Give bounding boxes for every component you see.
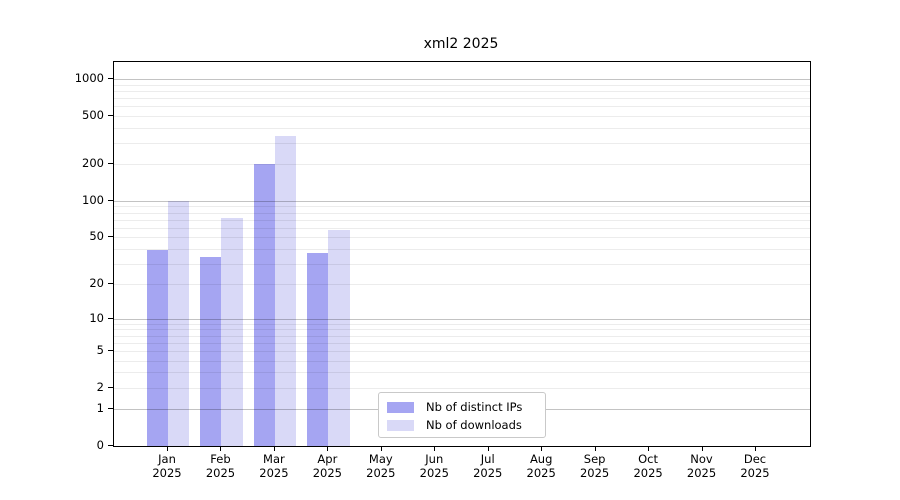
y-axis-tick-mark <box>108 236 113 238</box>
x-axis-tick-mark <box>380 447 382 451</box>
minor-gridline <box>114 106 810 108</box>
bar-downloads-feb <box>221 218 243 446</box>
minor-gridline <box>114 248 810 250</box>
x-axis-tick-mark <box>167 447 168 451</box>
legend-item-distinct-ips: Nb of distinct IPs <box>387 398 545 416</box>
minor-gridline <box>114 387 810 389</box>
minor-gridline <box>114 164 810 166</box>
minor-gridline <box>114 212 810 214</box>
x-axis-tick-label-jun: Jun 2025 <box>419 452 449 480</box>
minor-gridline <box>114 97 810 99</box>
y-axis-tick-label: 50 <box>89 229 104 244</box>
x-axis-tick-mark <box>327 447 329 451</box>
minor-gridline <box>114 127 810 129</box>
x-axis-tick-label-apr: Apr 2025 <box>312 452 342 480</box>
x-axis-tick-mark <box>594 447 596 451</box>
x-axis-tick-label-nov: Nov 2025 <box>686 452 717 480</box>
y-axis-tick-label: 1 <box>96 401 104 416</box>
minor-gridline <box>114 90 810 92</box>
bar-distinct-ips-jan <box>146 250 168 446</box>
x-axis-tick-label-feb: Feb 2025 <box>205 452 236 480</box>
bar-downloads-apr <box>328 230 350 446</box>
bar-downloads-jan <box>168 200 190 446</box>
x-axis-tick-mark <box>434 447 436 451</box>
minor-gridline <box>114 227 810 229</box>
y-axis-tick-label: 1000 <box>74 71 104 85</box>
y-axis-tick-label: 100 <box>82 192 104 207</box>
chart-title: xml2 2025 <box>423 36 499 52</box>
legend-label-downloads: Nb of downloads <box>426 418 522 432</box>
y-axis-tick-mark <box>108 386 113 388</box>
bar-distinct-ips-apr <box>307 252 329 446</box>
y-axis-tick-label: 500 <box>82 107 104 122</box>
y-axis-tick-mark <box>108 445 113 446</box>
x-axis-tick-mark <box>487 447 489 451</box>
bar-downloads-mar <box>274 136 297 446</box>
x-axis-tick-mark <box>648 447 650 451</box>
y-axis-tick-label: 20 <box>89 276 104 291</box>
x-axis-tick-mark <box>541 447 543 451</box>
minor-gridline <box>114 323 810 325</box>
major-gridline <box>114 79 810 80</box>
x-axis-tick-label-jul: Jul 2025 <box>473 452 503 480</box>
x-axis-tick-mark <box>701 447 703 451</box>
minor-gridline <box>114 329 810 331</box>
plot-area <box>113 61 811 447</box>
legend-label-distinct-ips: Nb of distinct IPs <box>426 400 523 414</box>
y-axis-tick-mark <box>108 114 113 116</box>
y-axis-tick-label: 5 <box>96 342 104 357</box>
y-axis-tick-mark <box>108 317 113 319</box>
minor-gridline <box>114 219 810 221</box>
x-axis-tick-label-may: May 2025 <box>366 452 396 480</box>
y-axis-tick-label: 0 <box>96 438 104 452</box>
x-axis-tick-label-aug: Aug 2025 <box>526 452 556 480</box>
major-gridline <box>114 318 810 320</box>
y-axis-tick-label: 2 <box>96 379 104 394</box>
y-axis-tick-mark <box>108 349 113 351</box>
major-gridline <box>114 200 810 202</box>
minor-gridline <box>114 360 810 362</box>
y-axis-tick-mark <box>108 78 113 79</box>
minor-gridline <box>114 342 810 344</box>
minor-gridline <box>114 237 810 239</box>
x-axis-tick-label-sep: Sep 2025 <box>579 452 610 480</box>
x-axis-tick-label-dec: Dec 2025 <box>740 452 770 480</box>
x-axis-tick-label-mar: Mar 2025 <box>259 452 289 480</box>
x-axis-tick-mark <box>220 447 222 451</box>
minor-gridline <box>114 142 810 144</box>
minor-gridline <box>114 372 810 374</box>
x-axis-tick-mark <box>755 447 756 451</box>
minor-gridline <box>114 84 810 86</box>
x-axis-tick-mark <box>273 447 275 451</box>
bar-distinct-ips-feb <box>200 257 222 446</box>
y-axis-tick-mark <box>108 283 113 285</box>
minor-gridline <box>114 263 810 265</box>
bar-distinct-ips-mar <box>253 164 275 446</box>
minor-gridline <box>114 115 810 117</box>
downloads-swatch-icon <box>387 419 414 431</box>
plot-canvas <box>114 62 810 446</box>
x-axis-tick-label-jan: Jan 2025 <box>152 452 182 480</box>
y-axis-tick-mark <box>108 199 113 201</box>
y-axis-tick-mark <box>108 163 113 165</box>
distinct-ips-swatch-icon <box>387 401 414 413</box>
minor-gridline <box>114 350 810 352</box>
y-axis-tick-mark <box>108 408 113 410</box>
legend: Nb of distinct IPs Nb of downloads <box>378 392 546 438</box>
minor-gridline <box>114 335 810 337</box>
x-axis-tick-label-oct: Oct 2025 <box>633 452 663 480</box>
y-axis-tick-label: 10 <box>89 310 104 325</box>
minor-gridline <box>114 206 810 208</box>
y-axis-tick-label: 200 <box>82 156 104 171</box>
minor-gridline <box>114 284 810 286</box>
legend-item-downloads: Nb of downloads <box>387 416 545 434</box>
